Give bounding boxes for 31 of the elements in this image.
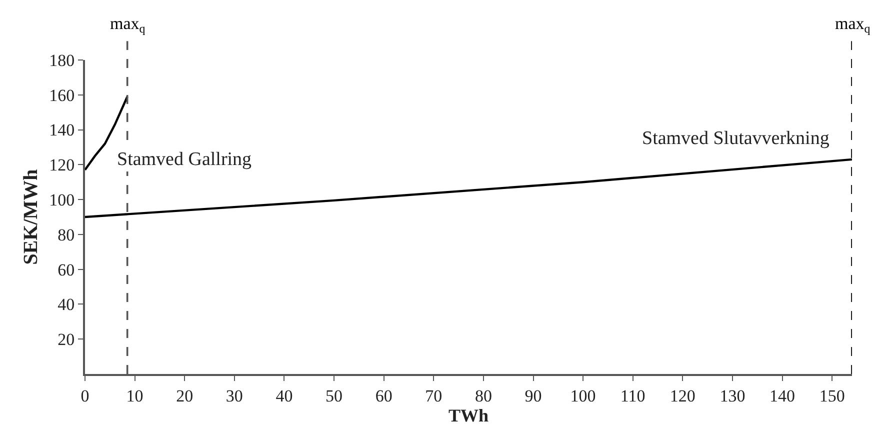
- x-tick-label: 20: [176, 386, 194, 406]
- y-axis-title: SEK/MWh: [20, 169, 42, 265]
- y-tick-label: 100: [49, 190, 75, 210]
- y-tick-label: 180: [49, 50, 75, 70]
- x-tick-label: 70: [425, 386, 442, 406]
- x-tick-label: 130: [720, 386, 746, 406]
- y-tick-label: 120: [49, 156, 75, 175]
- x-tick-label: 10: [126, 386, 144, 406]
- series-label: Stamved Slutavverkning: [642, 128, 830, 149]
- x-axis-title: TWh: [448, 405, 489, 426]
- x-tick-label: 150: [819, 386, 845, 406]
- x-tick-label: 50: [326, 386, 343, 406]
- y-tick-label: 160: [49, 86, 75, 105]
- x-tick-label: 40: [276, 386, 293, 406]
- x-tick-label: 0: [80, 386, 90, 406]
- x-tick-label: 30: [226, 386, 243, 406]
- y-tick-label: 40: [58, 295, 75, 314]
- y-tick-label: 20: [58, 330, 75, 350]
- ref-line-label: max$_{q}$: [835, 14, 870, 36]
- ref-line-label: max$_{q}$: [110, 14, 146, 36]
- y-tick-label: 60: [58, 260, 75, 280]
- x-tick-label: 110: [620, 386, 646, 406]
- y-tick-label: 80: [58, 225, 75, 244]
- x-tick-label: 120: [670, 386, 696, 406]
- x-tick-label: 100: [570, 386, 596, 406]
- y-tick-label: 140: [49, 120, 75, 140]
- x-tick-label: 60: [375, 386, 392, 406]
- x-tick-label: 140: [770, 386, 796, 406]
- x-tick-label: 90: [524, 386, 542, 406]
- x-tick-label: 80: [474, 386, 492, 406]
- series-label: Stamved Gallring: [117, 149, 252, 170]
